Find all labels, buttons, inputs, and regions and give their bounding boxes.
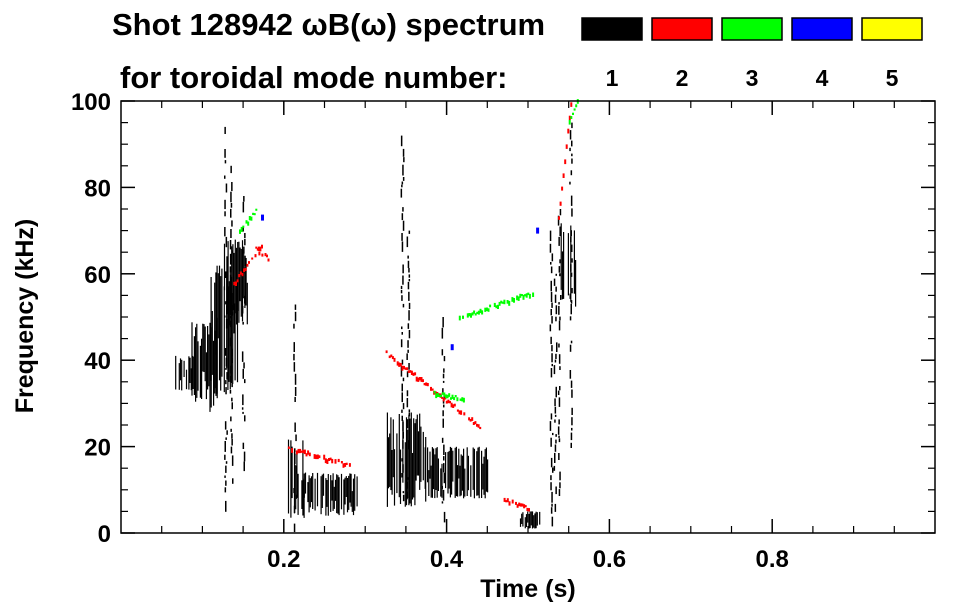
plot-area <box>175 99 579 533</box>
legend-swatch-mode-5 <box>861 17 923 41</box>
legend-label-mode-1: 1 <box>606 65 619 91</box>
mode-1-blob-9 <box>560 223 577 307</box>
y-tick-label: 0 <box>98 521 111 548</box>
mode-2-ridge-5 <box>558 102 573 220</box>
y-axis-label: Frequency (kHz) <box>11 219 39 413</box>
mode-4-point-2 <box>536 227 540 234</box>
y-tick-label: 20 <box>84 435 111 462</box>
mode-1-streak-0 <box>224 126 228 512</box>
series-mode-3 <box>239 99 579 403</box>
legend-swatch-mode-3 <box>721 17 783 41</box>
mode-3-ridge-2 <box>433 390 465 403</box>
mode-2-ridge-1 <box>255 246 270 262</box>
series-mode-1 <box>175 122 577 533</box>
x-tick-label: 0.2 <box>267 546 300 573</box>
legend-label-mode-5: 5 <box>886 65 899 91</box>
x-tick-label: 0.4 <box>430 546 464 573</box>
mode-2-ridge-3 <box>385 350 482 430</box>
series-mode-2 <box>233 102 573 512</box>
mode-4-point-1 <box>450 344 454 351</box>
x-tick-label: 0.8 <box>756 546 789 573</box>
mode-3-ridge-0 <box>239 208 258 234</box>
mode-1-streak-6 <box>441 317 446 523</box>
mode-1-streak-3 <box>293 304 297 533</box>
y-tick-label: 80 <box>84 175 111 202</box>
y-tick-label: 100 <box>71 89 111 116</box>
mode-3-ridge-3 <box>568 99 579 125</box>
legend-label-mode-2: 2 <box>676 65 689 91</box>
x-tick-label: 0.6 <box>593 546 626 573</box>
mode-1-blob-5 <box>301 472 358 516</box>
mode-2-ridge-0 <box>233 244 263 286</box>
mode-2-ridge-2 <box>287 446 351 468</box>
mode-1-blob-1 <box>191 317 218 412</box>
legend: 1 2 3 4 5 <box>581 17 923 91</box>
mode-1-blob-7 <box>424 446 489 499</box>
mode-1-streak-8 <box>553 273 558 512</box>
mode-1-streak-7 <box>549 230 554 527</box>
legend-label-mode-4: 4 <box>816 65 829 91</box>
legend-swatch-mode-1 <box>581 17 643 41</box>
mode-1-streak-10 <box>569 122 573 448</box>
series-mode-4 <box>261 214 540 351</box>
mode-1-streak-9 <box>557 209 562 496</box>
chart-title-line1: Shot 128942 ωB(ω) spectrum <box>112 7 545 42</box>
y-tick-label: 40 <box>84 348 111 375</box>
mode-1-streak-1 <box>229 165 234 484</box>
legend-swatch-mode-2 <box>651 17 713 41</box>
axes: 0 20 40 60 80 100 0.2 0.4 0.6 0.8 <box>71 89 936 573</box>
title-area: Shot 128942 ωB(ω) spectrum for toroidal … <box>112 7 545 95</box>
mode-1-blob-8 <box>519 511 541 529</box>
mode-1-blob-3 <box>223 239 248 326</box>
mode-4-point-0 <box>261 214 264 221</box>
legend-label-mode-3: 3 <box>746 65 759 91</box>
mode-3-ridge-1 <box>458 292 535 321</box>
mode-2-ridge-4 <box>503 497 530 512</box>
legend-swatch-mode-4 <box>791 17 853 41</box>
mode-1-streak-4 <box>400 135 405 502</box>
mode-1-blob-4 <box>287 439 305 518</box>
chart-title-line2: for toroidal mode number: <box>120 60 508 95</box>
mode-1-streak-5 <box>406 230 411 500</box>
plot-frame <box>120 100 936 534</box>
mode-1-streak-2 <box>241 196 246 472</box>
y-tick-label: 60 <box>84 262 111 289</box>
x-axis-label: Time (s) <box>480 575 575 603</box>
